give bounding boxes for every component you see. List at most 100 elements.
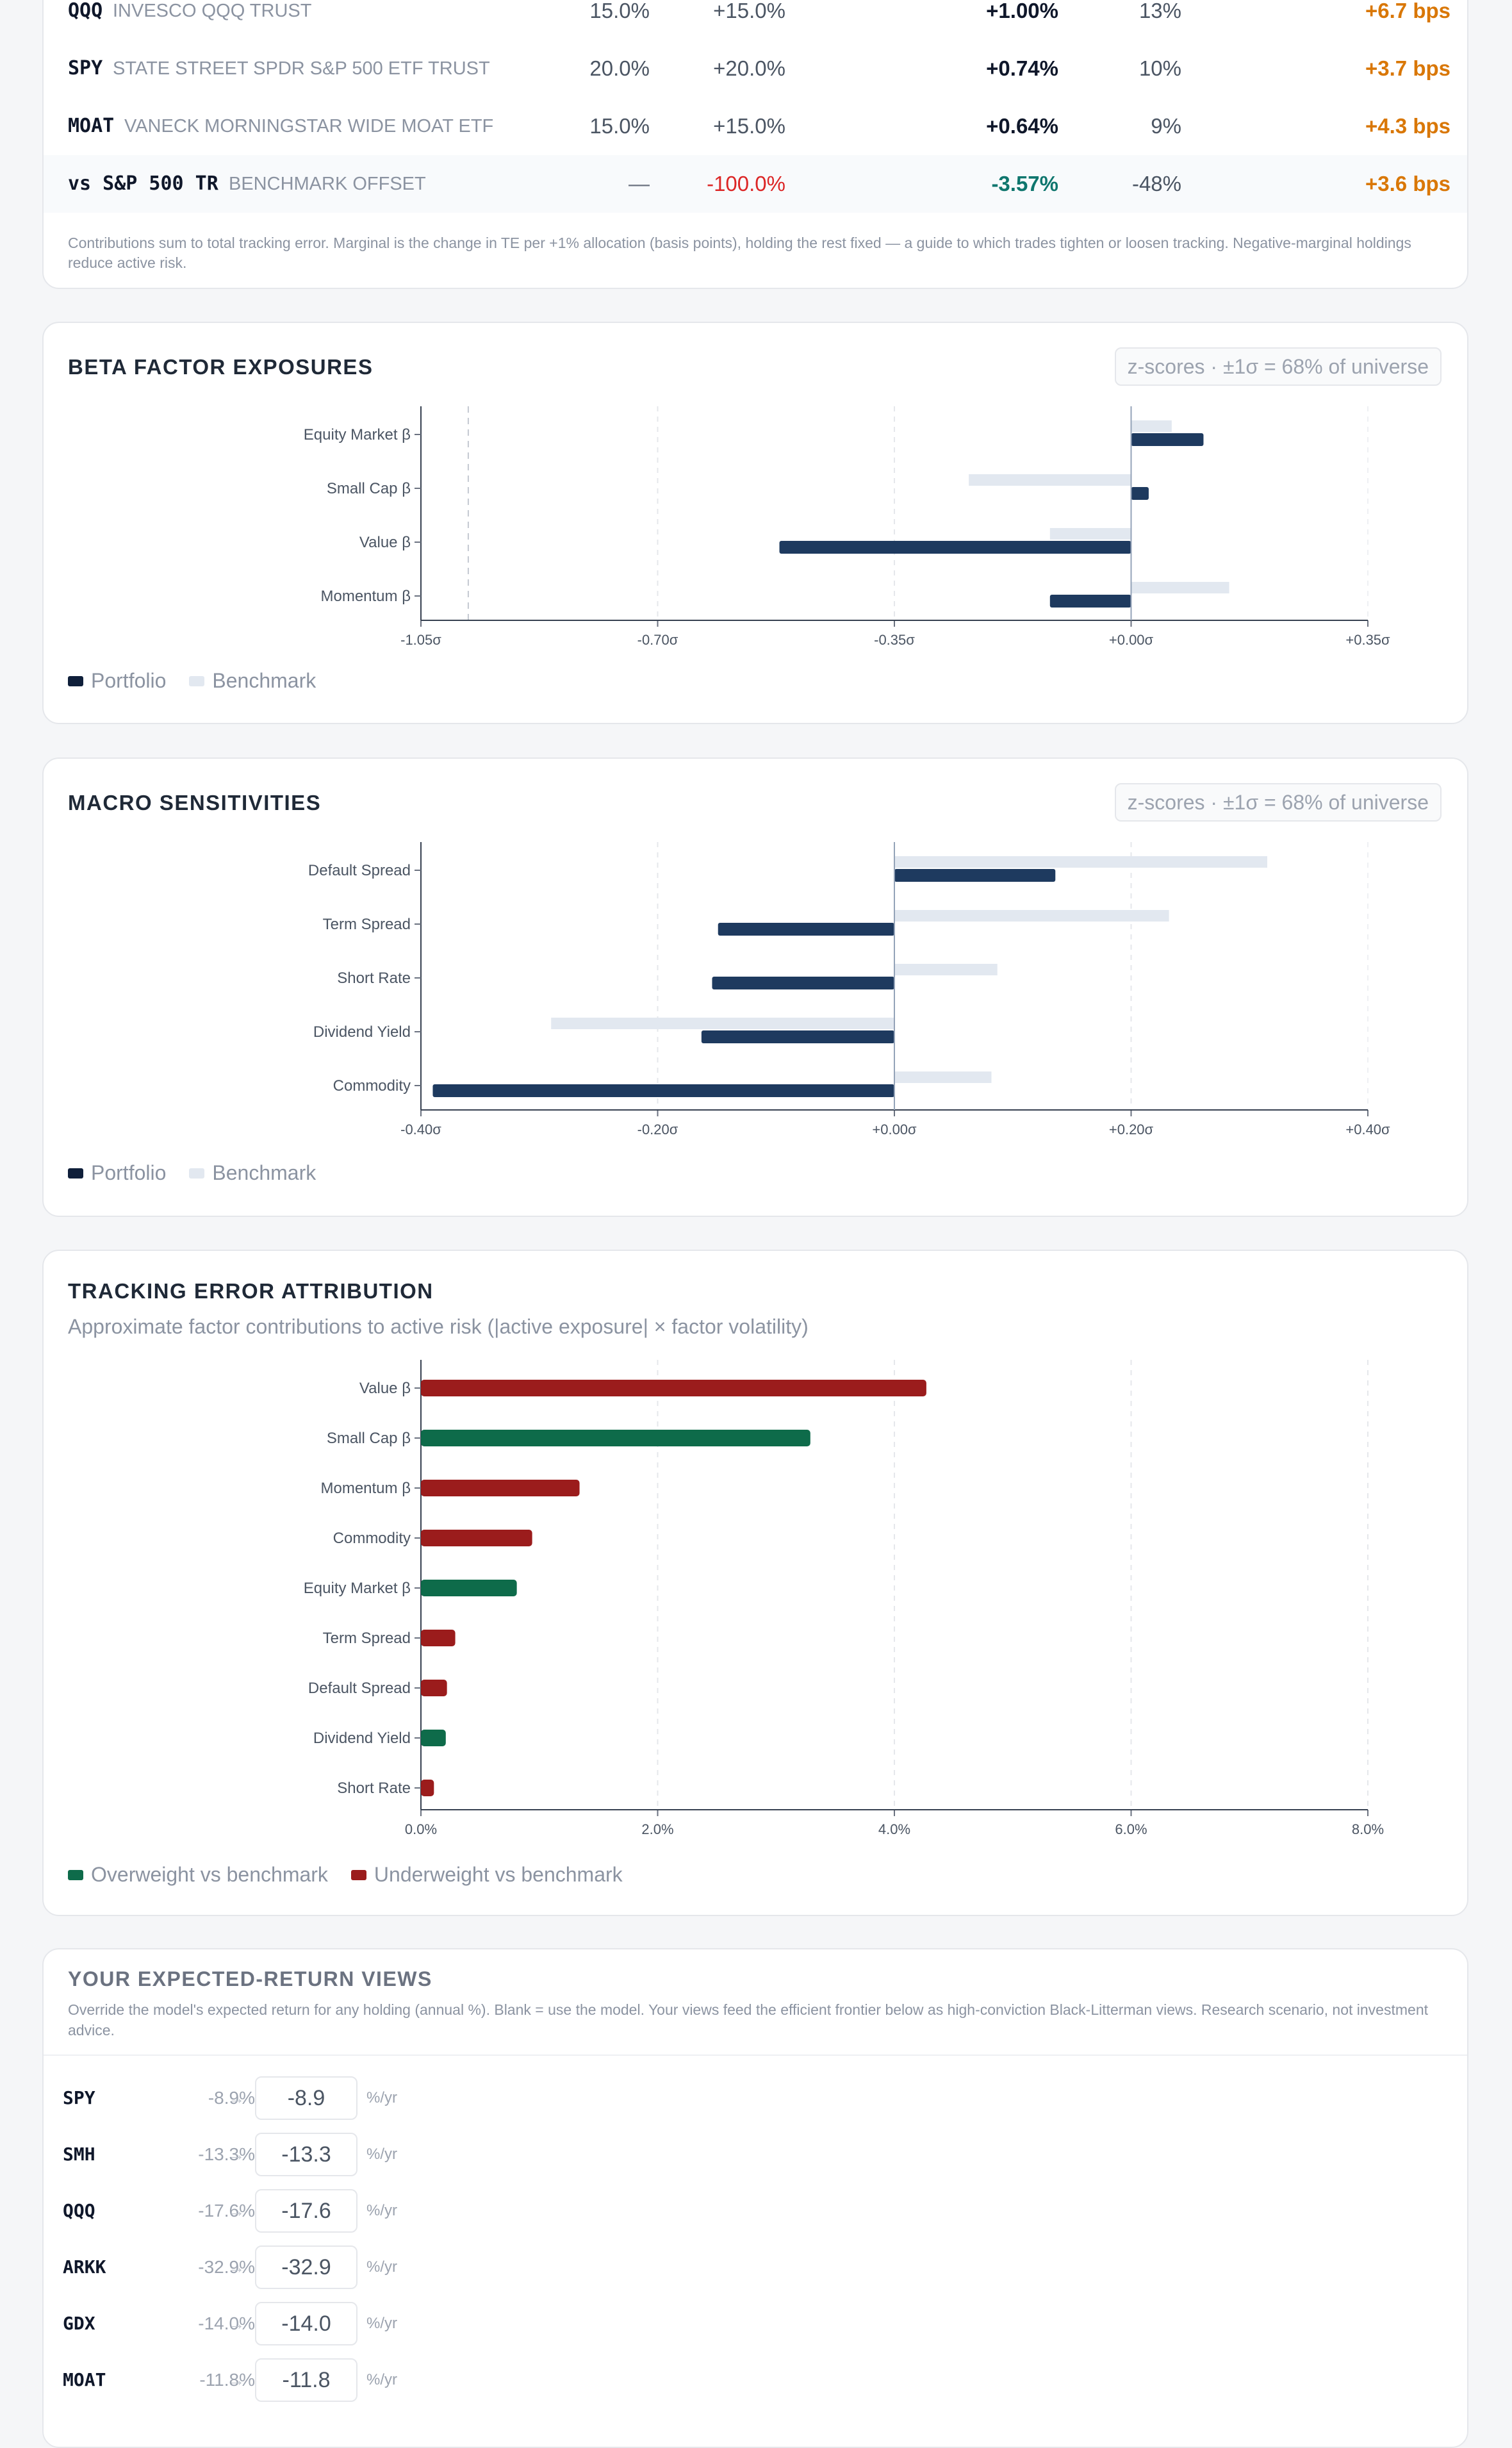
weight-value: — bbox=[629, 172, 650, 195]
y-category-label: Term Spread bbox=[323, 1630, 411, 1647]
legend-benchmark-label: Benchmark bbox=[212, 669, 316, 692]
overweight-bar bbox=[421, 1730, 446, 1746]
ticker-label: SPY bbox=[68, 57, 103, 79]
x-tick-label: 8.0% bbox=[1352, 1821, 1384, 1837]
x-tick-label: 4.0% bbox=[878, 1821, 910, 1837]
tracking-error-chart: 0.0% 2.0% 4.0% 6.0% 8.0% Value β Small Cap β Mo… bbox=[304, 1360, 1384, 1837]
views-title: YOUR EXPECTED-RETURN VIEWS bbox=[68, 1967, 432, 1990]
view-row: ARKK -32.9% → -32.9 %/yr bbox=[44, 2239, 556, 2295]
beta-factor-chart: -1.05σ -0.70σ -0.35σ +0.00σ +0.35σ Equity Mar… bbox=[304, 406, 1390, 648]
te-contribution-value: +0.64% bbox=[986, 114, 1058, 138]
underweight-bar bbox=[421, 1680, 447, 1696]
benchmark-bar bbox=[1131, 420, 1172, 432]
x-tick-label: +0.35σ bbox=[1345, 632, 1390, 648]
model-return-value: -8.9% bbox=[208, 2088, 255, 2108]
ticker-label: vs S&P 500 TR bbox=[68, 172, 218, 195]
view-ticker: SPY bbox=[63, 2087, 95, 2108]
view-row: QQQ -17.6% → -17.6 %/yr bbox=[44, 2183, 556, 2239]
x-tick-label: -0.20σ bbox=[637, 1121, 678, 1137]
view-row: SMH -13.3% → -13.3 %/yr bbox=[44, 2126, 556, 2183]
y-category-label: Equity Market β bbox=[304, 1580, 411, 1597]
legend-portfolio: Portfolio bbox=[68, 669, 166, 693]
portfolio-bar bbox=[718, 923, 894, 936]
portfolio-bar bbox=[701, 1030, 894, 1043]
macro-legend: Portfolio Benchmark bbox=[68, 1161, 316, 1185]
y-category-label: Small Cap β bbox=[327, 1430, 411, 1447]
benchmark-bar bbox=[894, 964, 998, 975]
macro-sensitivities-card: MACRO SENSITIVITIES z-scores · ±1σ = 68%… bbox=[42, 757, 1468, 1217]
benchmark-bar bbox=[969, 474, 1131, 486]
beta-legend: Portfolio Benchmark bbox=[68, 669, 316, 693]
weight-value: 20.0% bbox=[589, 56, 650, 80]
benchmark-bar bbox=[1049, 528, 1131, 540]
y-category-label: Small Cap β bbox=[327, 480, 411, 497]
holding-row: SPY STATE STREET SPDR S&P 500 ETF TRUST 20… bbox=[44, 40, 1467, 97]
tracking-error-subtitle: Approximate factor contributions to acti… bbox=[68, 1315, 809, 1338]
ticker-label: QQQ bbox=[68, 0, 103, 22]
te-contribution-value: +1.00% bbox=[986, 0, 1058, 22]
expected-return-input[interactable]: -11.8 bbox=[255, 2358, 357, 2402]
zscore-pill: z-scores · ±1σ = 68% of universe bbox=[1114, 347, 1442, 386]
legend-overweight-swatch bbox=[68, 1869, 83, 1880]
legend-underweight-swatch bbox=[350, 1869, 366, 1880]
weight-value: 15.0% bbox=[589, 0, 650, 22]
y-category-label: Value β bbox=[359, 1380, 411, 1397]
model-return-value: -17.6% bbox=[198, 2201, 255, 2221]
expected-return-input[interactable]: -13.3 bbox=[255, 2133, 357, 2176]
view-ticker: GDX bbox=[63, 2313, 95, 2334]
arrow-right-icon: → bbox=[228, 2145, 245, 2164]
view-ticker: ARKK bbox=[63, 2256, 106, 2278]
holding-name: INVESCO QQQ TRUST bbox=[113, 1, 312, 21]
expected-return-input[interactable]: -32.9 bbox=[255, 2245, 357, 2289]
beta-factor-title: BETA FACTOR EXPOSURES bbox=[68, 355, 374, 379]
y-category-label: Commodity bbox=[333, 1077, 411, 1095]
y-category-label: Momentum β bbox=[320, 1480, 411, 1497]
contribution-note: Contributions sum to total tracking erro… bbox=[68, 235, 1411, 271]
tracking-error-legend: Overweight vs benchmark Underweight vs b… bbox=[68, 1863, 623, 1887]
legend-benchmark: Benchmark bbox=[189, 669, 316, 693]
x-tick-label: -1.05σ bbox=[400, 632, 441, 648]
legend-portfolio-swatch bbox=[68, 1168, 83, 1179]
benchmark-bar bbox=[1131, 582, 1229, 593]
marginal-te-value: +3.6 bps bbox=[1365, 172, 1450, 195]
te-share-value: 10% bbox=[1138, 56, 1181, 80]
y-category-label: Default Spread bbox=[308, 1680, 411, 1697]
legend-underweight: Underweight vs benchmark bbox=[350, 1863, 623, 1887]
marginal-te-value: +4.3 bps bbox=[1365, 114, 1450, 138]
x-tick-label: -0.40σ bbox=[400, 1121, 441, 1137]
x-tick-label: -0.70σ bbox=[637, 632, 678, 648]
model-return-value: -13.3% bbox=[198, 2144, 255, 2164]
expected-return-input[interactable]: -17.6 bbox=[255, 2189, 357, 2233]
te-share-value: 9% bbox=[1151, 114, 1181, 138]
portfolio-bar bbox=[1131, 433, 1204, 446]
benchmark-bar bbox=[894, 910, 1169, 922]
beta-factor-card: BETA FACTOR EXPOSURES z-scores · ±1σ = 6… bbox=[42, 322, 1468, 724]
x-tick-label: 6.0% bbox=[1115, 1821, 1147, 1837]
arrow-right-icon: → bbox=[228, 2088, 245, 2108]
underweight-bar bbox=[421, 1780, 434, 1796]
x-tick-label: -0.35σ bbox=[874, 632, 915, 648]
unit-label: %/yr bbox=[366, 2202, 397, 2219]
y-category-label: Default Spread bbox=[308, 862, 411, 879]
model-return-value: -32.9% bbox=[198, 2257, 255, 2277]
zscore-pill: z-scores · ±1σ = 68% of universe bbox=[1114, 783, 1442, 822]
underweight-bar bbox=[421, 1530, 532, 1546]
holding-name: STATE STREET SPDR S&P 500 ETF TRUST bbox=[113, 58, 490, 79]
y-category-label: Dividend Yield bbox=[313, 1730, 411, 1747]
view-row: MOAT -11.8% → -11.8 %/yr bbox=[44, 2352, 556, 2408]
expected-return-input[interactable]: -8.9 bbox=[255, 2076, 357, 2120]
expected-return-input[interactable]: -14.0 bbox=[255, 2302, 357, 2345]
y-category-label: Dividend Yield bbox=[313, 1023, 411, 1041]
legend-overweight: Overweight vs benchmark bbox=[68, 1863, 328, 1887]
x-tick-label: 2.0% bbox=[641, 1821, 673, 1837]
y-category-label: Short Rate bbox=[337, 970, 411, 987]
overweight-bar bbox=[421, 1430, 810, 1446]
arrow-right-icon: → bbox=[228, 2314, 245, 2333]
x-tick-label: 0.0% bbox=[405, 1821, 437, 1837]
legend-portfolio-swatch bbox=[68, 675, 83, 686]
portfolio-bar bbox=[894, 869, 1056, 882]
arrow-right-icon: → bbox=[228, 2370, 245, 2390]
portfolio-bar bbox=[1049, 595, 1131, 608]
holding-row: MOAT VANECK MORNINGSTAR WIDE MOAT ETF 15.0… bbox=[44, 97, 1467, 155]
